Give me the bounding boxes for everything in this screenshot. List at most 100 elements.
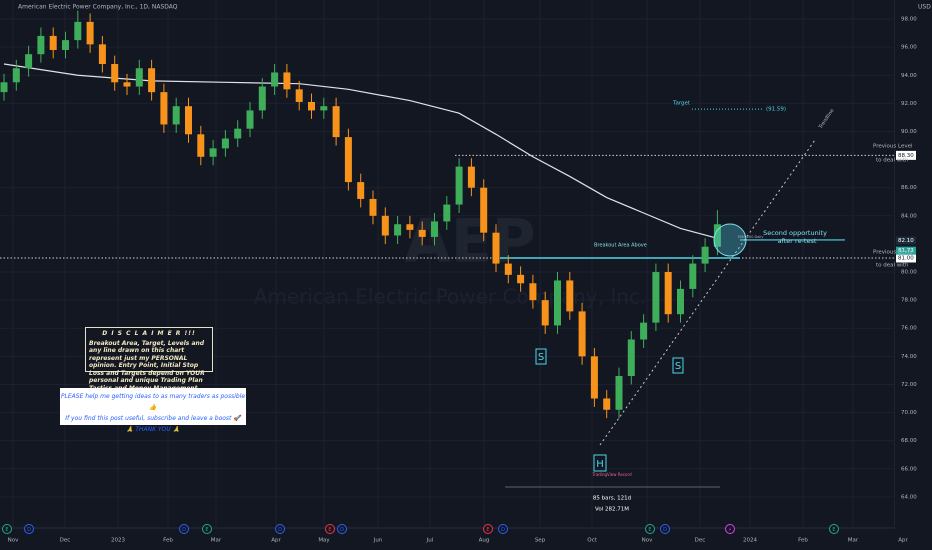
candle-body: [701, 246, 709, 264]
candle-body: [98, 44, 106, 65]
y-tick-label: 98.00: [901, 17, 917, 23]
candle-body: [37, 35, 45, 55]
candle-body: [590, 356, 598, 399]
candle-body: [664, 272, 672, 315]
y-tick-label: 78.00: [901, 298, 917, 304]
price-axis: [895, 0, 932, 550]
x-tick-label: Feb: [163, 538, 173, 544]
candle-body: [234, 128, 242, 139]
candle-body: [443, 204, 451, 222]
event-label: E: [5, 527, 8, 533]
s-label: S: [538, 352, 544, 363]
candle-body: [381, 215, 389, 236]
x-tick-label: Jun: [373, 538, 383, 544]
prev-level-label: Previous Level: [873, 144, 913, 150]
candle-body: [295, 89, 303, 102]
target-value: (91.59): [766, 107, 786, 113]
candle-body: [603, 398, 611, 410]
candle-body: [25, 54, 33, 69]
ema-label: EMA 200 Daily: [738, 235, 763, 239]
y-tick-label: 86.00: [901, 185, 917, 191]
y-tick-label: 80.00: [901, 270, 917, 276]
event-label: D: [27, 527, 31, 533]
h-label: H: [596, 459, 604, 470]
y-tick-label: 70.00: [901, 410, 917, 416]
price-tag-label: 81.73: [898, 248, 914, 254]
s-box: [672, 357, 684, 374]
x-tick-label: Oct: [587, 538, 597, 544]
watermark-name: American Electric Power Company, Inc.: [254, 285, 647, 309]
h-box: [593, 454, 607, 472]
candle-body: [406, 224, 414, 230]
bars-label: 85 bars, 121d: [593, 496, 631, 502]
candle-body: [652, 272, 660, 323]
breakout-label: Breakout Area Above: [594, 243, 647, 249]
price-tag-label: 82.10: [898, 238, 914, 244]
event-label: D: [182, 527, 186, 533]
currency: USD: [918, 4, 931, 11]
disclaimer: D I S C L A I M E R !!! Breakout Area, T…: [85, 327, 213, 399]
y-tick-label: 66.00: [901, 466, 917, 472]
candle-body: [271, 72, 279, 87]
x-tick-label: Apr: [898, 538, 908, 544]
candle-body: [0, 82, 8, 93]
x-tick-label: Apr: [271, 538, 281, 544]
retest-label: after re-test: [778, 237, 817, 245]
x-tick-label: 2024: [743, 538, 757, 544]
candle-body: [86, 21, 94, 45]
x-tick-label: Sep: [535, 538, 546, 544]
candle-body: [332, 106, 340, 138]
event-icon: [660, 524, 670, 534]
s-label: S: [675, 361, 681, 372]
candle-body: [74, 21, 82, 41]
y-tick-label: 64.00: [901, 494, 917, 500]
event-label: ⚡: [728, 527, 732, 533]
candle-body: [394, 224, 402, 236]
level-tag-label: 81.00: [898, 255, 914, 261]
candle-body: [492, 232, 500, 264]
candle-body: [504, 263, 512, 275]
event-icon: [337, 524, 347, 534]
promo: PLEASE help me getting ideas to as many …: [60, 388, 246, 433]
y-tick-label: 84.00: [901, 213, 917, 219]
event-label: E: [205, 527, 208, 533]
event-label: D: [663, 527, 667, 533]
candle-body: [677, 288, 684, 315]
candle-body: [111, 64, 119, 83]
event-icon: [2, 524, 12, 534]
event-icon: [325, 524, 335, 534]
promo-line: 🙏 THANK YOU 🙏: [125, 426, 181, 433]
target-label: Target: [672, 101, 691, 107]
x-tick-label: Dec: [695, 538, 706, 544]
level-tag-label: 88.30: [898, 153, 914, 159]
candle-body: [529, 283, 537, 301]
candle-body: [455, 166, 463, 205]
disclaimer-title: D I S C L A I M E R !!!: [102, 330, 196, 337]
event-icon: [483, 524, 493, 534]
y-tick-label: 76.00: [901, 326, 917, 332]
candle-body: [640, 322, 648, 340]
event-icon: [725, 524, 735, 534]
candle-body: [480, 187, 488, 233]
candle-body: [369, 198, 377, 216]
candle-body: [12, 68, 20, 83]
x-tick-label: Mar: [211, 538, 222, 544]
price-tag: [896, 236, 916, 245]
second-label: Second opportunity: [763, 229, 827, 237]
retest-circle: [713, 223, 747, 257]
candle-body: [615, 376, 623, 410]
x-tick-label: Jul: [426, 538, 434, 544]
event-icon: [179, 524, 189, 534]
y-tick-label: 68.00: [901, 438, 917, 444]
candle-body: [627, 339, 635, 377]
candle-body: [209, 148, 217, 157]
x-tick-label: May: [318, 538, 330, 544]
deal-label: to deal with: [876, 263, 909, 269]
event-label: E: [832, 527, 835, 533]
event-icon: [829, 524, 839, 534]
x-tick-label: 2023: [111, 538, 125, 544]
candle-body: [418, 229, 426, 237]
y-tick-label: 74.00: [901, 354, 917, 360]
candle-body: [566, 280, 574, 312]
promo-line: PLEASE help me getting ideas to as many …: [60, 393, 246, 411]
